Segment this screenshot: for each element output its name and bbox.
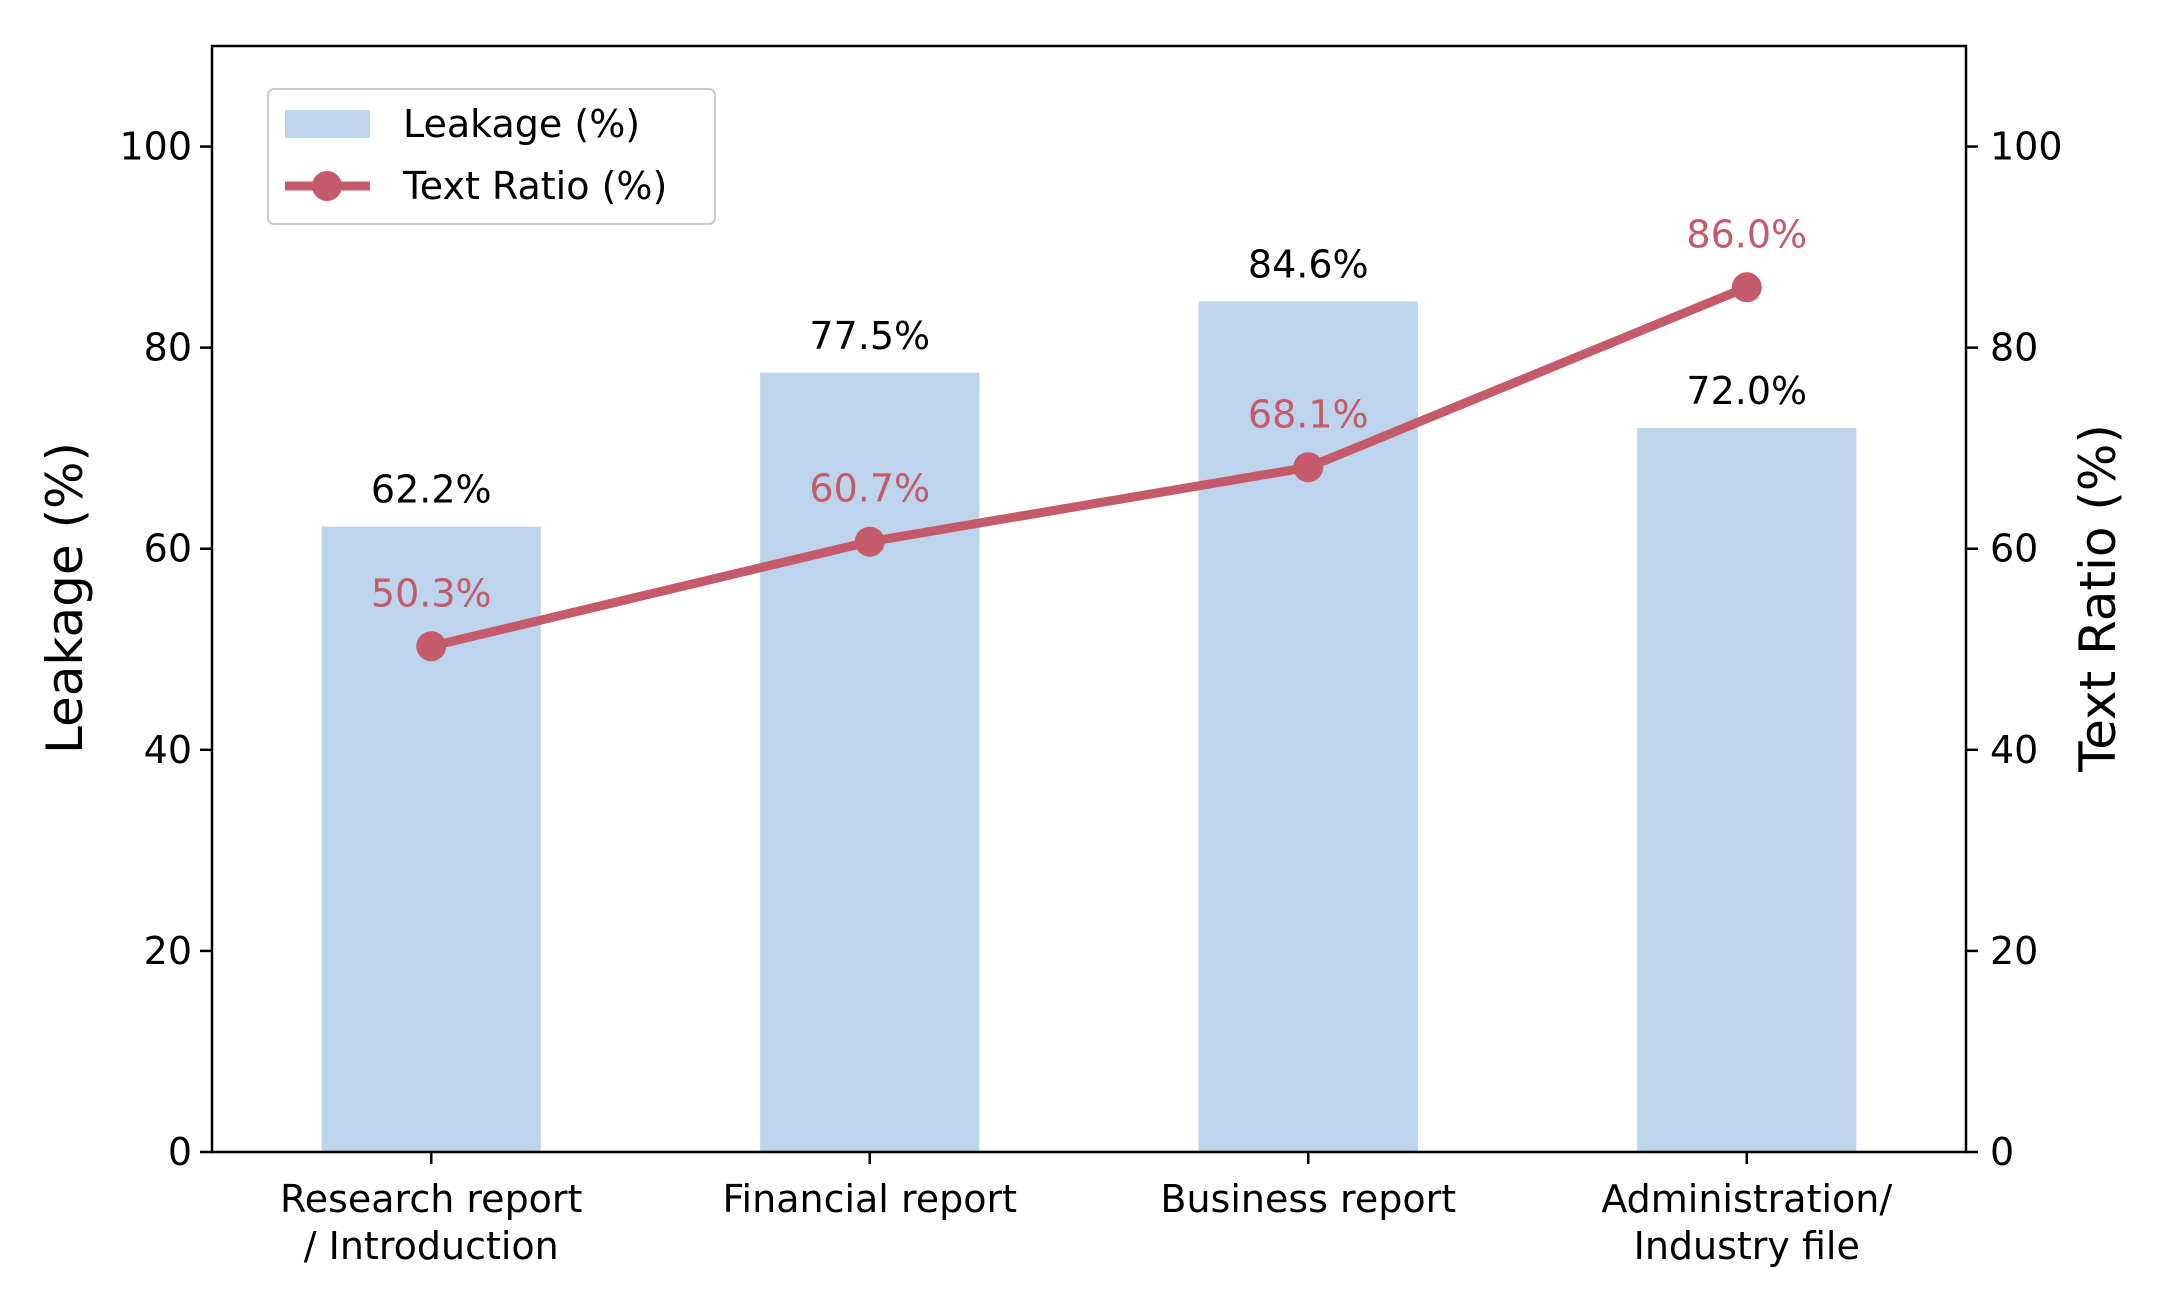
line-value-label-3: 86.0% [1686,212,1807,256]
x-tick-label-2-0: Business report [1160,1177,1456,1221]
left-tick-label-5: 100 [119,125,192,169]
text-ratio-point-3 [1731,272,1762,303]
left-tick-label-0: 0 [168,1130,192,1174]
legend: Leakage (%) Text Ratio (%) [267,88,716,225]
x-tick-label-0-0: Research report [280,1177,582,1221]
bar-2 [1198,301,1418,1152]
bar-value-label-3: 72.0% [1686,369,1807,413]
left-tick-label-2: 40 [144,728,192,772]
bar-value-label-2: 84.6% [1248,242,1369,286]
left-tick-label-4: 80 [144,326,192,370]
right-tick-label-2: 40 [1990,728,2038,772]
bar-1 [760,372,980,1153]
x-tick-label-3-1: Industry file [1634,1224,1860,1268]
text-ratio-point-0 [416,631,447,662]
right-tick-label-3: 60 [1990,527,2038,571]
left-tick-label-1: 20 [144,929,192,973]
line-layer [416,272,1762,662]
x-tick-label-0-1: / Introduction [304,1224,559,1268]
text-ratio-point-2 [1293,452,1324,483]
axes-layer: 0 0 20 20 40 40 60 60 80 80 100 100 Research report/… [119,44,2063,1268]
x-tick-label-1-0: Financial report [722,1177,1017,1221]
line-value-label-1: 60.7% [809,467,930,511]
line-value-label-2: 68.1% [1248,392,1369,436]
right-tick-label-5: 100 [1990,125,2063,169]
right-axis-title: Text Ratio (%) [2069,424,2127,773]
text-ratio-point-1 [854,526,885,557]
x-tick-label-3-0: Administration/ [1601,1177,1892,1221]
legend-bar-label: Leakage (%) [403,102,640,146]
bar-value-label-0: 62.2% [371,468,492,512]
line-value-label-0: 50.3% [371,571,492,615]
legend-line-marker [312,171,342,201]
legend-frame [267,88,716,225]
left-tick-label-3: 60 [144,527,192,571]
plot-frame [210,44,1968,1154]
text-ratio-line [430,283,1749,651]
bar-value-label-1: 77.5% [809,314,930,358]
data-labels-layer: 62.2% 77.5% 84.6% 72.0% 50.3% 60.7% 68.1% 86.0% [371,212,1807,615]
right-tick-label-1: 20 [1990,929,2038,973]
right-tick-label-4: 80 [1990,326,2038,370]
legend-bar-swatch [285,110,370,138]
bar-3 [1637,428,1857,1152]
bar-0 [321,526,541,1152]
left-axis-title: Leakage (%) [36,442,94,754]
right-tick-label-0: 0 [1990,1130,2014,1174]
legend-line-label: Text Ratio (%) [402,164,667,208]
